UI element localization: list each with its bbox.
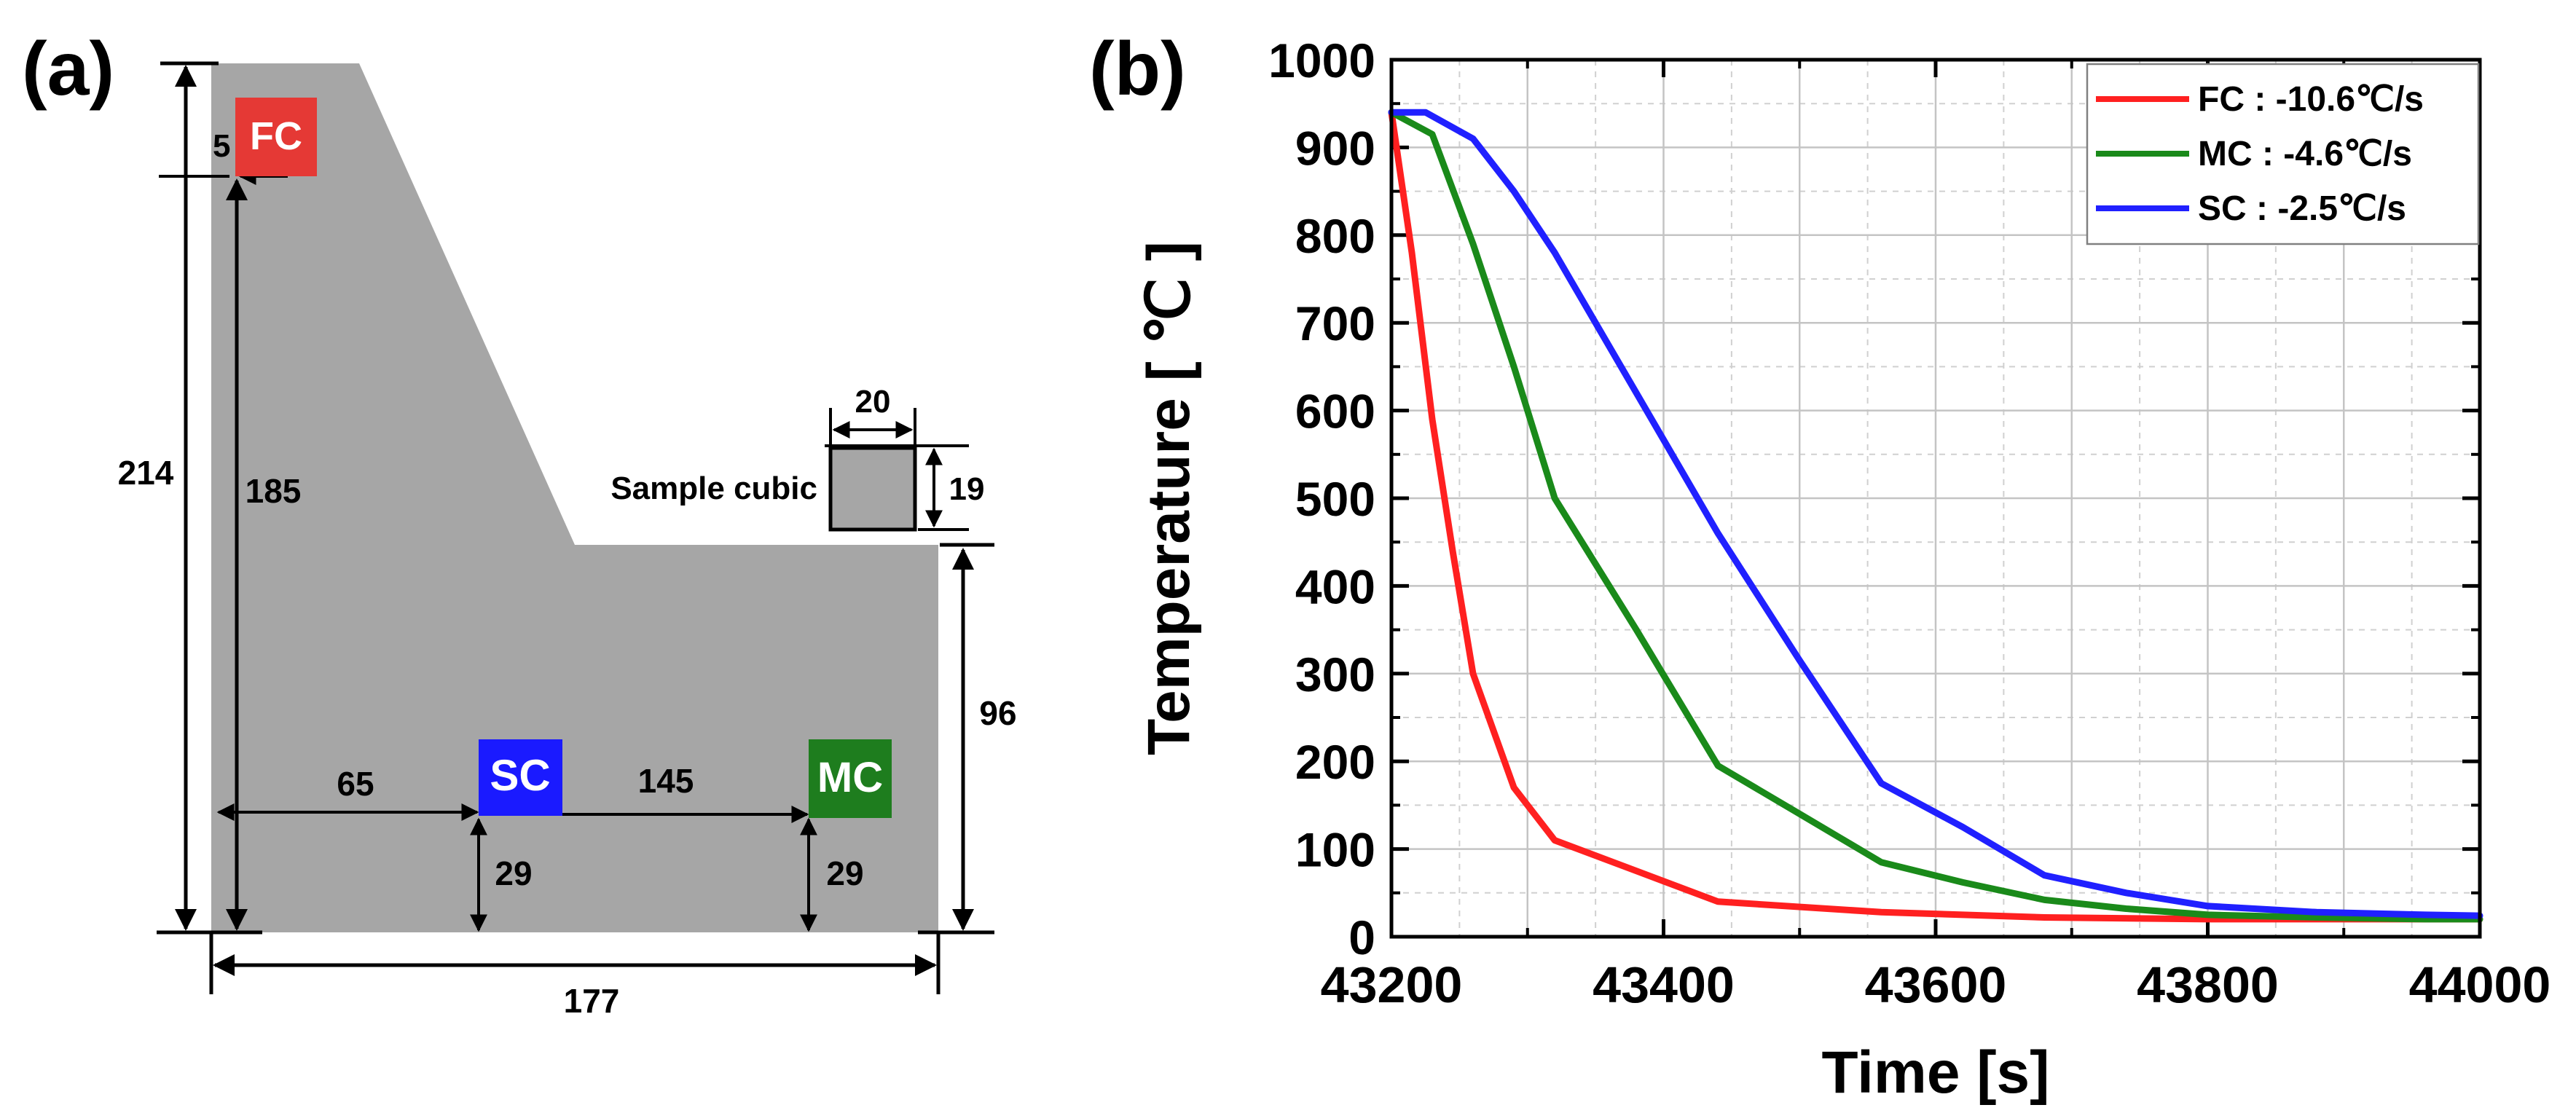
probe-fc-label: FC [250, 114, 302, 158]
sample-label: Sample cubic [610, 471, 817, 506]
y-tick-label: 900 [1295, 121, 1375, 175]
y-tick-label: 0 [1348, 911, 1375, 964]
series-line-1 [1388, 109, 2483, 923]
panel-a-label: (a) [22, 27, 114, 111]
sample-cube [828, 446, 917, 532]
probe-mc-box [809, 739, 892, 818]
plot-frame [1389, 58, 2482, 939]
x-tick-label: 43800 [2137, 956, 2279, 1013]
y-tick-label: 1000 [1268, 34, 1375, 87]
y-tick-label: 500 [1295, 472, 1375, 526]
dim-step-height: 96 [979, 694, 1016, 732]
chart-series [1388, 109, 2483, 923]
probe-sc-box [479, 739, 562, 816]
x-tick-label: 44000 [2409, 956, 2551, 1013]
panel-b: (b) 0 100 200 300 400 500 600 700 800 900 1000 4320… [1089, 27, 2551, 1106]
y-tick-label: 100 [1295, 823, 1375, 877]
probe-sc-label: SC [490, 751, 550, 800]
legend: FC : -10.6℃/s MC : -4.6℃/s SC : -2.5℃/s [2086, 63, 2480, 245]
series-line-2 [1388, 109, 2483, 919]
y-axis-label: Temperature [ ℃ ] [1136, 241, 1202, 755]
x-tick-label: 43200 [1321, 956, 1463, 1013]
y-tick-label: 700 [1295, 296, 1375, 350]
dim-total-height: 214 [118, 454, 174, 492]
x-tick-label: 43600 [1865, 956, 2007, 1013]
casting-body [211, 63, 938, 932]
panel-a: (a) Sample cubic 214 5 185 FC 65 [22, 27, 1017, 1020]
legend-label: MC : -4.6℃/s [2198, 135, 2412, 173]
legend-label: FC : -10.6℃/s [2198, 80, 2424, 119]
dim-fc-offset: 5 [213, 128, 230, 164]
legend-label: SC : -2.5℃/s [2198, 189, 2406, 228]
x-tick-label: 43400 [1593, 956, 1735, 1013]
panel-b-label: (b) [1089, 27, 1186, 111]
y-tick-label: 600 [1295, 385, 1375, 438]
y-tick-label: 300 [1295, 648, 1375, 701]
y-tick-label: 800 [1295, 209, 1375, 263]
y-tick-label: 400 [1295, 559, 1375, 613]
dim-sc-mc-spacing: 145 [638, 762, 694, 800]
y-tick-label: 200 [1295, 735, 1375, 789]
probe-fc-box [235, 98, 317, 176]
probe-mc-label: MC [817, 754, 883, 801]
dim-width: 177 [564, 982, 620, 1020]
dim-sc-offset-x: 65 [337, 765, 374, 803]
x-axis-label: Time [s] [1822, 1039, 2050, 1106]
series-line-0 [1388, 109, 2483, 923]
dim-sc-depth: 29 [495, 854, 532, 892]
dim-mc-depth: 29 [826, 854, 863, 892]
dim-fc-height: 185 [246, 472, 302, 510]
dim-cube-height: 19 [949, 471, 985, 507]
dim-cube-width: 20 [855, 384, 891, 420]
